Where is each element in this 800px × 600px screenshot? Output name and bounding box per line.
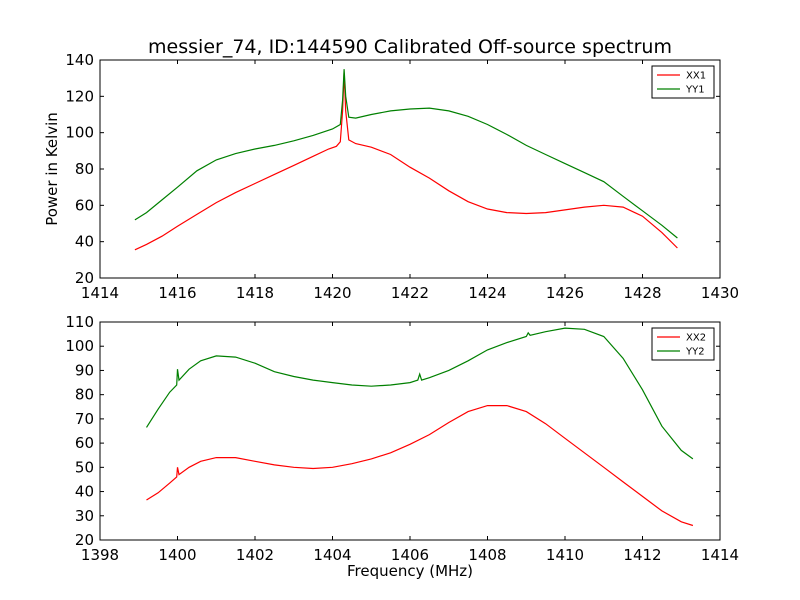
x-tick-label: 1422 — [391, 284, 429, 302]
y-tick-label: 70 — [75, 410, 94, 428]
y-tick-label: 50 — [75, 458, 94, 476]
y-tick-label: 80 — [75, 160, 94, 178]
legend — [651, 65, 715, 99]
x-tick-label: 1398 — [81, 546, 119, 564]
x-tick-label: 1400 — [158, 546, 196, 564]
series-line-yy1 — [134, 69, 678, 239]
x-tick-label: 1416 — [158, 284, 196, 302]
y-tick-label: 20 — [75, 531, 94, 549]
chart-title: messier_74, ID:144590 Calibrated Off-sou… — [148, 36, 672, 58]
legend-label-yy1: YY1 — [685, 85, 705, 96]
y-tick-label: 60 — [75, 434, 94, 452]
x-tick-label: 1420 — [313, 284, 351, 302]
series-line-xx1 — [134, 72, 678, 251]
y-tick-label: 140 — [65, 51, 94, 69]
y-tick-label: 40 — [75, 483, 94, 501]
y-tick-label: 100 — [65, 124, 94, 142]
x-tick-label: 1406 — [391, 546, 429, 564]
x-tick-label: 1428 — [623, 284, 661, 302]
bottom-panel: 1398 1400 1402 1404 1406 1408 1410 1412 1414 20 30… — [65, 313, 739, 564]
series-line-xx2 — [146, 405, 694, 527]
legend-label-xx2: XX2 — [686, 333, 706, 344]
series-line-yy2 — [145, 327, 694, 460]
y-tick-label: 80 — [75, 386, 94, 404]
y-tick-label: 30 — [75, 507, 94, 525]
x-tick-label: 1410 — [546, 546, 584, 564]
x-tick-label: 1404 — [313, 546, 351, 564]
y-tick-label: 90 — [75, 361, 94, 379]
x-tick-label: 1418 — [236, 284, 274, 302]
x-tick-label: 1402 — [236, 546, 274, 564]
x-axis-label: Frequency (MHz) — [347, 562, 473, 580]
x-tick-label: 1426 — [546, 284, 584, 302]
y-tick-label: 20 — [75, 269, 94, 287]
y-tick-label: 110 — [65, 313, 94, 331]
plot-frame — [99, 59, 721, 279]
legend-label-xx1: XX1 — [686, 71, 706, 82]
y-tick-label: 60 — [75, 196, 94, 214]
x-tick-label: 1414 — [81, 284, 119, 302]
legend — [651, 327, 715, 361]
y-tick-label: 120 — [65, 87, 94, 105]
x-tick-label: 1424 — [468, 284, 506, 302]
x-tick-label: 1430 — [701, 284, 739, 302]
y-tick-label: 40 — [75, 233, 94, 251]
y-tick-label: 100 — [65, 337, 94, 355]
y-axis-label: Power in Kelvin — [43, 112, 61, 226]
x-tick-label: 1412 — [623, 546, 661, 564]
top-panel: 1414 1416 1418 1420 1422 1424 1426 1428 1430 20 40… — [65, 51, 739, 302]
x-tick-label: 1414 — [701, 546, 739, 564]
legend-label-yy2: YY2 — [685, 347, 705, 358]
plot-frame — [99, 321, 721, 541]
x-tick-label: 1408 — [468, 546, 506, 564]
